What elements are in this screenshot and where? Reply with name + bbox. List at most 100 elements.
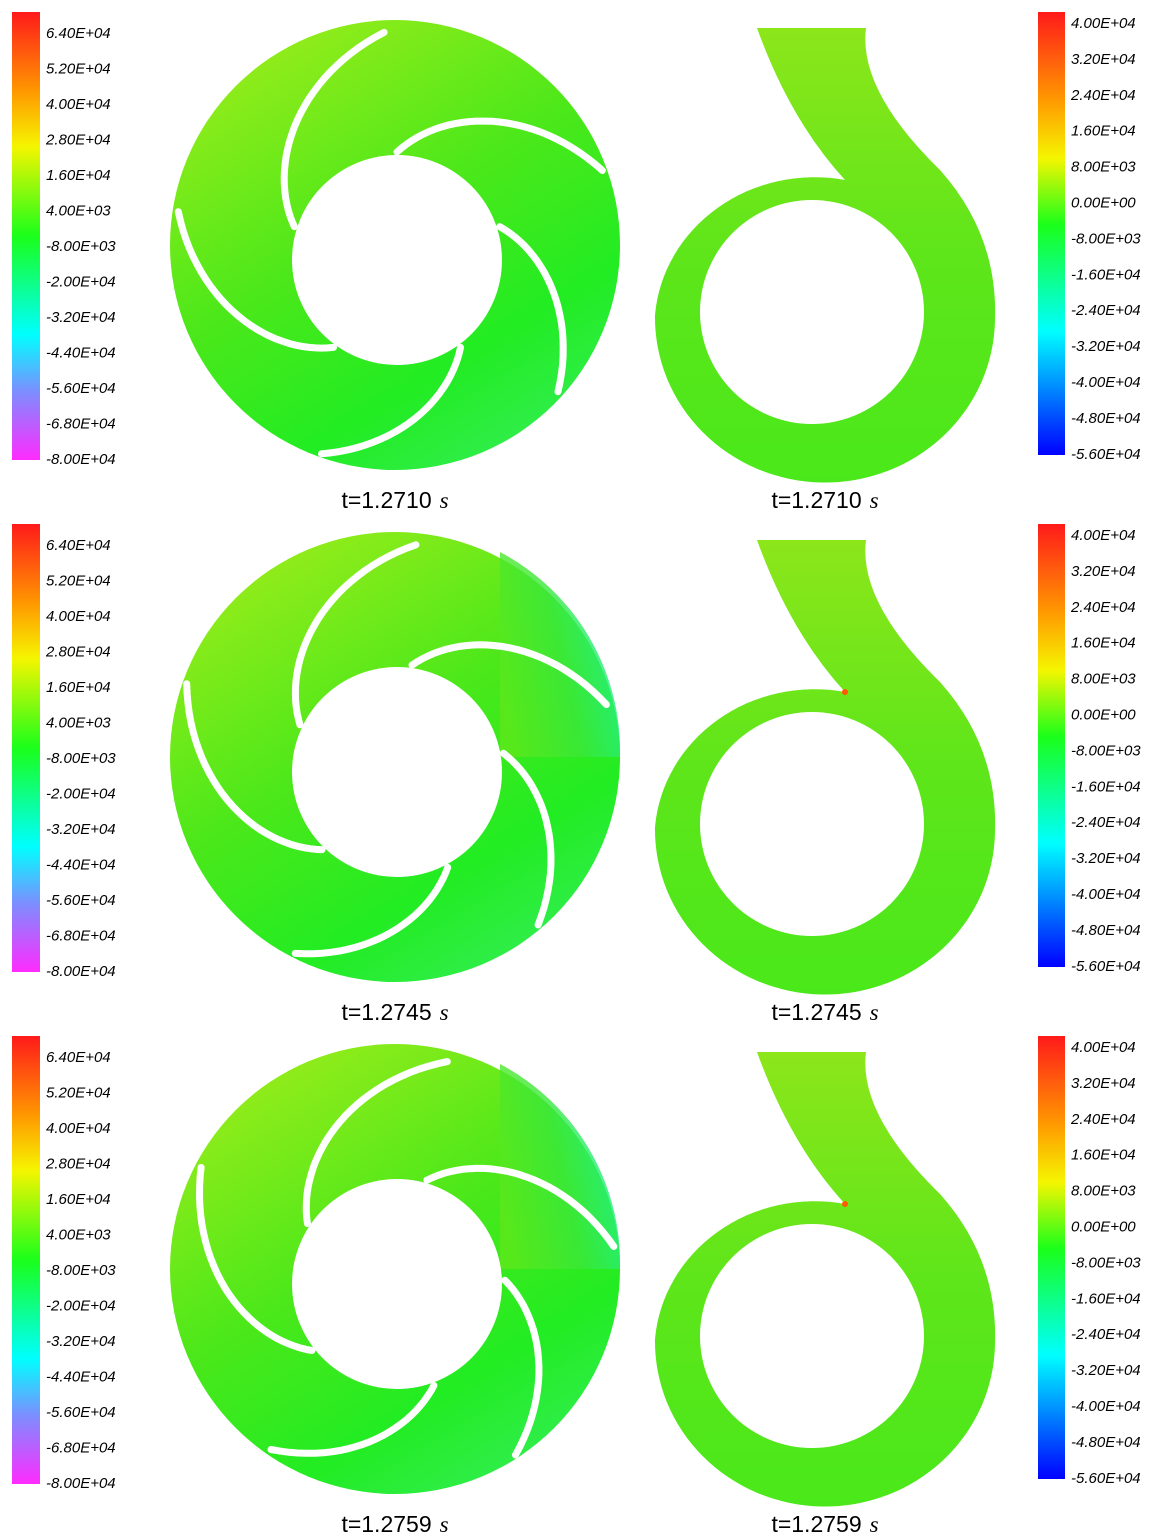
impeller-blade xyxy=(318,343,464,458)
impeller-scale-label: 6.40E+04 xyxy=(46,537,111,554)
volute-scale-label: -5.60E+04 xyxy=(1071,446,1141,463)
volute-scale-label: -1.60E+04 xyxy=(1071,266,1141,283)
caption-unit: s xyxy=(870,488,879,513)
impeller-scale-label: -8.00E+04 xyxy=(46,963,116,980)
impeller-scale-label: -2.00E+04 xyxy=(46,1297,116,1314)
caption-unit: s xyxy=(440,1512,449,1537)
impeller-blade xyxy=(302,1058,451,1228)
impeller-scale-label: -8.00E+04 xyxy=(46,451,116,468)
volute-scale-label: 4.00E+04 xyxy=(1071,15,1136,32)
panel-row: 6.40E+04 5.20E+04 4.00E+04 2.80E+04 1.60E+04… xyxy=(12,12,1141,513)
volute-scale-label: 2.40E+04 xyxy=(1070,1111,1136,1128)
impeller-hub xyxy=(292,155,502,365)
volute-scale-label: 4.00E+04 xyxy=(1071,527,1136,544)
impeller-scale-label: 2.80E+04 xyxy=(45,643,111,660)
impeller-color-bar xyxy=(12,524,40,972)
impeller-color-bar xyxy=(12,1036,40,1484)
volute-scale-label: 8.00E+03 xyxy=(1071,671,1136,688)
panel-row: 6.40E+04 5.20E+04 4.00E+04 2.80E+04 1.60E+04… xyxy=(12,1036,1141,1537)
impeller-scale-label: -8.00E+04 xyxy=(46,1475,116,1492)
volute-scale-label: -3.20E+04 xyxy=(1071,338,1141,355)
time-caption: t=1.2710 s xyxy=(771,487,878,513)
impeller-scale-label: -2.00E+04 xyxy=(46,785,116,802)
impeller-blade xyxy=(496,223,567,396)
volute-scale-label: -4.00E+04 xyxy=(1071,374,1141,391)
volute-scale-label: -2.40E+04 xyxy=(1071,302,1141,319)
impeller-scale-label: -4.40E+04 xyxy=(46,1368,116,1385)
volute-scale-label: 2.40E+04 xyxy=(1070,87,1136,104)
volute-scale-label: -4.00E+04 xyxy=(1071,886,1141,903)
impeller-scale-label: -3.20E+04 xyxy=(46,821,116,838)
impeller-hub xyxy=(292,667,502,877)
impeller-scale-label: -6.80E+04 xyxy=(46,415,116,432)
impeller-scale-label: 4.00E+04 xyxy=(46,1120,111,1137)
impeller-blade xyxy=(267,1382,438,1457)
volute-color-bar xyxy=(1038,1036,1065,1479)
time-caption: t=1.2710 s xyxy=(341,487,448,513)
impeller-scale-label: 4.00E+03 xyxy=(46,202,111,219)
volute-scale-label: -5.60E+04 xyxy=(1071,958,1141,975)
impeller-high-region xyxy=(500,552,621,757)
volute-scale-label: -4.80E+04 xyxy=(1071,410,1141,427)
caption-time: t=1.2759 xyxy=(771,1511,861,1537)
impeller-scale-label: 4.00E+03 xyxy=(46,714,111,731)
impeller-blade xyxy=(393,117,606,174)
volute-scale-label: -8.00E+03 xyxy=(1071,742,1141,759)
impeller-scale-label: 2.80E+04 xyxy=(45,1155,111,1172)
impeller-blade xyxy=(291,541,420,729)
impeller-scale-label: 4.00E+04 xyxy=(46,608,111,625)
impeller-blade xyxy=(174,208,337,352)
impeller-blade xyxy=(423,1164,618,1250)
impeller-blade xyxy=(280,28,388,231)
impeller-scale-label: 5.20E+04 xyxy=(46,572,111,589)
impeller-scale-label: -3.20E+04 xyxy=(46,309,116,326)
volute-scale-label: 4.00E+04 xyxy=(1071,1039,1136,1056)
impeller-scale-label: -8.00E+03 xyxy=(46,750,116,767)
impeller-scale-label: 1.60E+04 xyxy=(46,679,111,696)
impeller-blade xyxy=(499,749,555,929)
volute-scale-label: -5.60E+04 xyxy=(1071,1470,1141,1487)
volute-scale-label: 8.00E+03 xyxy=(1071,1183,1136,1200)
impeller-blade xyxy=(291,863,452,958)
volute-inner xyxy=(700,200,924,424)
volute-scale-label: 3.20E+04 xyxy=(1071,51,1136,68)
volute-scale-label: 1.60E+04 xyxy=(1071,123,1136,140)
volute-inner xyxy=(700,1224,924,1448)
impeller-high-region xyxy=(500,1064,621,1269)
impeller-scale-label: 1.60E+04 xyxy=(46,167,111,184)
impeller-blade xyxy=(183,680,326,854)
impeller-scale-label: -3.20E+04 xyxy=(46,1333,116,1350)
impeller-scale-label: 1.60E+04 xyxy=(46,1191,111,1208)
impeller-scale-label: -4.40E+04 xyxy=(46,344,116,361)
time-caption: t=1.2745 s xyxy=(341,999,448,1025)
volute-scale-label: -4.80E+04 xyxy=(1071,1434,1141,1451)
caption-time: t=1.2759 xyxy=(341,1511,431,1537)
volute-scale-label: -4.00E+04 xyxy=(1071,1398,1141,1415)
volute-scale-label: 3.20E+04 xyxy=(1071,1075,1136,1092)
panel-row: 6.40E+04 5.20E+04 4.00E+04 2.80E+04 1.60E+04… xyxy=(12,524,1141,1025)
volute-scale-label: -4.80E+04 xyxy=(1071,922,1141,939)
time-caption: t=1.2759 s xyxy=(341,1511,448,1537)
volute-color-bar xyxy=(1038,524,1065,967)
impeller-blade xyxy=(501,1276,543,1459)
impeller-blade xyxy=(195,1163,316,1354)
volute-scale-label: 3.20E+04 xyxy=(1071,563,1136,580)
volute-scale-label: -8.00E+03 xyxy=(1071,230,1141,247)
caption-unit: s xyxy=(440,1000,449,1025)
volute-scale-label: -1.60E+04 xyxy=(1071,1290,1141,1307)
volute-scale-label: 1.60E+04 xyxy=(1071,635,1136,652)
volute-tongue-hotspot xyxy=(842,1201,848,1207)
volute-scale-label: -8.00E+03 xyxy=(1071,1254,1141,1271)
volute-scale-label: 0.00E+00 xyxy=(1071,1218,1136,1235)
caption-time: t=1.2710 xyxy=(341,487,431,513)
volute-color-bar xyxy=(1038,12,1065,455)
caption-time: t=1.2710 xyxy=(771,487,861,513)
caption-time: t=1.2745 xyxy=(771,999,861,1025)
impeller-scale-label: -8.00E+03 xyxy=(46,238,116,255)
caption-time: t=1.2745 xyxy=(341,999,431,1025)
impeller-scale-label: -5.60E+04 xyxy=(46,380,116,397)
volute-scale-label: -3.20E+04 xyxy=(1071,1362,1141,1379)
volute-scale-label: 0.00E+00 xyxy=(1071,706,1136,723)
volute-scale-label: -3.20E+04 xyxy=(1071,850,1141,867)
